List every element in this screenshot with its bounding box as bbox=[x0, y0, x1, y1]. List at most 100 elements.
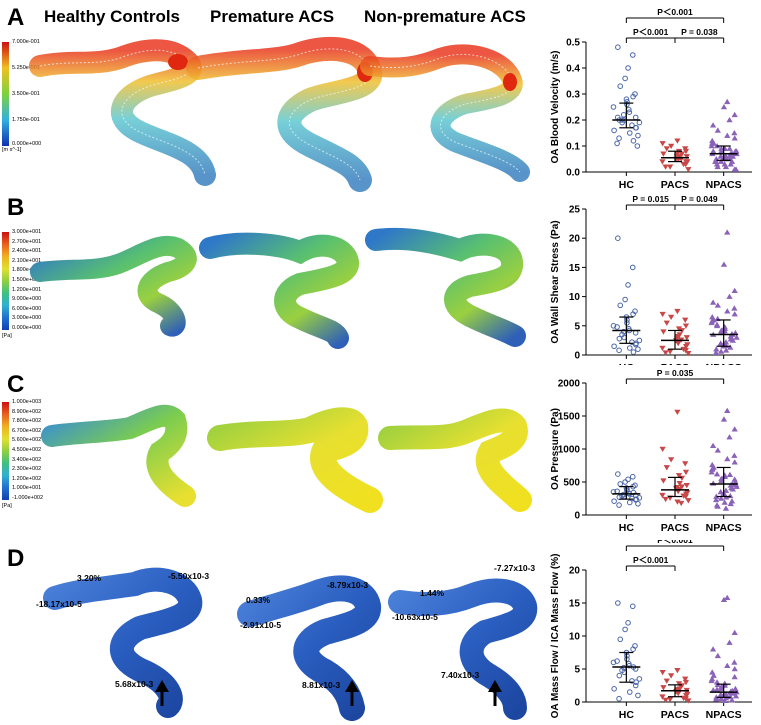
data-point bbox=[674, 687, 681, 693]
y-tick-label: 15 bbox=[569, 263, 581, 274]
data-point bbox=[729, 486, 736, 492]
data-point bbox=[712, 349, 720, 355]
data-point bbox=[610, 104, 617, 110]
data-point bbox=[685, 350, 692, 357]
streamline-model-hc bbox=[29, 39, 216, 186]
data-point bbox=[727, 336, 734, 342]
data-point bbox=[731, 476, 738, 482]
colorbar-a-label: 1.750e-001 bbox=[12, 117, 40, 123]
data-point bbox=[622, 75, 628, 82]
y-tick-label: 0 bbox=[574, 698, 580, 709]
data-point bbox=[726, 145, 733, 151]
flow-model-pacs bbox=[237, 575, 381, 721]
data-point bbox=[713, 321, 721, 327]
data-point bbox=[674, 334, 681, 340]
data-point bbox=[726, 293, 733, 299]
data-point bbox=[714, 302, 721, 308]
data-point bbox=[731, 666, 738, 672]
x-tick-label: HC bbox=[619, 709, 635, 721]
data-point bbox=[614, 658, 620, 664]
pacs-oa-flow: -2.91x10-5 bbox=[240, 620, 282, 630]
data-point bbox=[731, 130, 738, 136]
data-point bbox=[726, 117, 733, 123]
panel-letter-a: A bbox=[7, 4, 25, 31]
y-axis-label: OA Mass Flow / ICA Mass Flow (%) bbox=[550, 554, 561, 719]
data-point bbox=[616, 695, 622, 702]
pressure-model-npacs bbox=[378, 408, 532, 512]
data-point bbox=[630, 349, 637, 355]
data-point bbox=[685, 698, 692, 704]
p-value-label: P = 0.049 bbox=[681, 195, 718, 204]
pacs-inlet-flow: 8.81x10-3 bbox=[302, 680, 341, 690]
data-point bbox=[722, 505, 730, 511]
data-point bbox=[667, 457, 675, 463]
colorbar-b-label: 0.000e+000 bbox=[12, 325, 42, 331]
data-point bbox=[717, 488, 724, 495]
y-tick-label: 5 bbox=[574, 321, 580, 332]
data-point bbox=[616, 135, 622, 141]
data-point bbox=[709, 122, 717, 128]
colorbar-b-label: 6.000e+000 bbox=[12, 305, 42, 312]
y-tick-label: 0.5 bbox=[566, 38, 580, 49]
colorbar-c-label: 1.000e+001 bbox=[12, 485, 42, 492]
pressure-model-pacs bbox=[207, 407, 383, 513]
y-tick-label: 10 bbox=[569, 292, 581, 303]
data-point bbox=[682, 146, 689, 152]
data-point bbox=[682, 159, 690, 165]
data-point bbox=[624, 317, 630, 323]
x-tick-label: HC bbox=[619, 522, 635, 534]
x-tick-label: HC bbox=[619, 179, 635, 191]
panel-letter-d: D bbox=[7, 545, 25, 572]
colorbar-c-label: -1.000e+002 bbox=[12, 495, 44, 501]
data-point bbox=[614, 140, 620, 147]
colorbar-b-label: 2.700e+001 bbox=[12, 238, 42, 245]
data-point bbox=[728, 697, 736, 703]
data-point bbox=[662, 697, 669, 704]
data-point bbox=[634, 143, 641, 149]
data-point bbox=[682, 148, 690, 155]
p-value-label: P = 0.015 bbox=[632, 195, 669, 204]
colorbar-b-labels: 3.000e+001 2.700e+001 2.400e+001 2.100e+… bbox=[12, 229, 54, 334]
data-point bbox=[682, 348, 689, 354]
colorbar-a bbox=[2, 42, 9, 146]
colorbar-b-unit: [Pa] bbox=[2, 333, 12, 339]
data-point bbox=[678, 151, 686, 157]
arrow-up-icon bbox=[155, 680, 169, 706]
data-point bbox=[709, 646, 717, 652]
data-point bbox=[659, 670, 666, 676]
data-point bbox=[632, 125, 639, 131]
data-point bbox=[685, 498, 692, 504]
data-point bbox=[720, 261, 728, 267]
colorbar-c-label: 4.500e+002 bbox=[12, 447, 42, 453]
data-point bbox=[718, 477, 725, 483]
data-point bbox=[682, 317, 689, 323]
data-point bbox=[663, 678, 670, 684]
hc-oa-flow: -18.17x10-5 bbox=[36, 599, 82, 609]
npacs-oa-percent: 1.44% bbox=[420, 588, 445, 598]
data-point bbox=[714, 652, 721, 659]
data-point bbox=[633, 679, 639, 685]
data-point bbox=[714, 127, 721, 133]
data-point bbox=[678, 475, 686, 482]
x-tick-label: PACS bbox=[661, 522, 689, 534]
data-point bbox=[667, 143, 675, 149]
pacs-oa-percent: 0.33% bbox=[246, 595, 271, 605]
p-value-label: P＜0.001 bbox=[633, 555, 669, 565]
data-point bbox=[720, 596, 728, 603]
data-point bbox=[722, 691, 730, 698]
colorbar-b bbox=[2, 232, 9, 330]
data-point bbox=[659, 311, 666, 318]
npacs-outlet-flow: -7.27x10-3 bbox=[494, 563, 536, 573]
y-tick-label: 0.0 bbox=[566, 168, 580, 179]
data-point bbox=[678, 500, 685, 507]
y-tick-label: 1000 bbox=[558, 445, 581, 456]
data-point bbox=[662, 350, 669, 356]
arrow-up-icon bbox=[488, 680, 502, 706]
y-tick-label: 20 bbox=[569, 234, 581, 245]
colorbar-c-label: 1.200e+002 bbox=[12, 475, 42, 482]
data-point bbox=[616, 335, 623, 342]
data-point bbox=[632, 341, 639, 348]
data-point bbox=[678, 484, 685, 490]
data-point bbox=[708, 143, 715, 149]
wss-model-hc bbox=[30, 235, 197, 337]
